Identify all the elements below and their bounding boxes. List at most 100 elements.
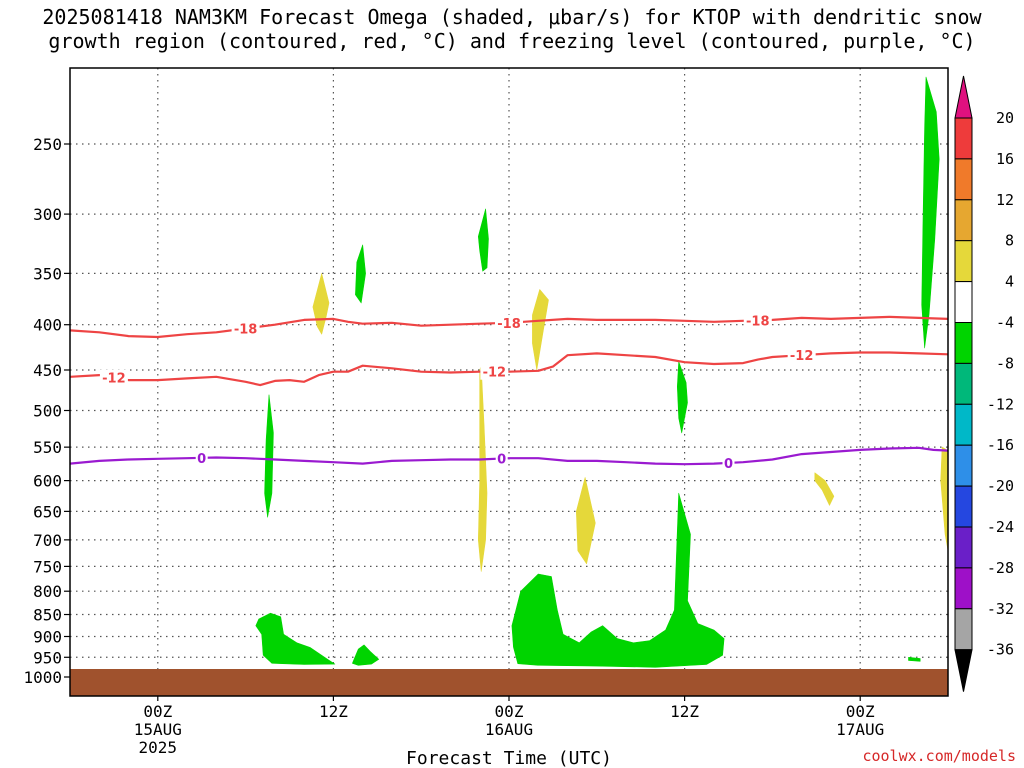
colorbar-segment — [954, 322, 973, 364]
contour-label-bg — [743, 312, 772, 329]
colorbar-label: -12 — [987, 395, 1014, 413]
colorbar-label: -16 — [987, 436, 1014, 454]
colorbar-segment — [954, 281, 973, 324]
omega-region — [355, 244, 366, 304]
omega-region — [921, 76, 940, 349]
ground-band — [70, 669, 948, 696]
contour-label-bg — [722, 454, 735, 471]
omega-region — [477, 365, 488, 572]
ground-surface — [70, 669, 948, 696]
colorbar-label: -24 — [987, 518, 1014, 536]
temperature-contours: -18 -18 -18 -12 -12 -12 0 0 0 — [70, 312, 948, 472]
y-tick-label: 450 — [33, 361, 62, 380]
contour-label: 0 — [497, 453, 506, 468]
y-tick-label: 600 — [33, 472, 62, 491]
omega-region — [908, 656, 921, 662]
contour-label: -12 — [790, 349, 814, 364]
x-tick-label: 12Z — [319, 702, 348, 721]
omega-region — [352, 644, 380, 666]
colorbar-segment — [954, 567, 973, 610]
contour-label: 0 — [724, 457, 733, 472]
x-tick-label: 17AUG — [836, 720, 884, 739]
omega-region — [511, 492, 725, 668]
contour-label-bg — [195, 449, 208, 466]
colorbar-label: 16 — [996, 150, 1014, 168]
contour-label: 0 — [197, 452, 206, 467]
colorbar-label: -28 — [987, 559, 1014, 577]
y-tick-label: 850 — [33, 606, 62, 625]
colorbar-segment — [954, 403, 973, 446]
grid-lines — [70, 68, 948, 669]
colorbar-label: 20 — [996, 109, 1014, 127]
omega-region — [264, 394, 274, 518]
x-tick-label: 2025 — [139, 738, 178, 757]
contour-label-bg — [787, 347, 816, 364]
y-tick-label: 900 — [33, 627, 62, 646]
colorbar-label: -20 — [987, 477, 1014, 495]
credit-text: coolwx.com/models — [862, 747, 1016, 765]
y-tick-label: 650 — [33, 502, 62, 521]
y-tick-label: 400 — [33, 316, 62, 335]
contour-label-bg — [495, 450, 508, 467]
omega-region — [575, 477, 596, 565]
colorbar-segment — [954, 199, 973, 242]
y-tick-label: 350 — [33, 264, 62, 283]
y-tick-label: 950 — [33, 648, 62, 667]
x-tick-label: 00Z — [846, 702, 875, 721]
omega-region — [255, 612, 336, 665]
omega-shading — [255, 76, 948, 668]
x-tick-label: 00Z — [495, 702, 524, 721]
chart-title-line-2: growth region (contoured, red, °C) and f… — [48, 29, 976, 53]
omega-region — [477, 208, 489, 272]
contour-label-bg — [231, 320, 260, 337]
colorbar-segment — [954, 526, 973, 569]
omega-region — [312, 273, 330, 335]
x-tick-label: 12Z — [670, 702, 699, 721]
chart-title-line-1: 2025081418 NAM3KM Forecast Omega (shaded… — [42, 5, 982, 29]
omega-region — [940, 446, 948, 552]
colorbar: 20 16 12 8 4 -4 -8 -12 -16 -20 -24 -28 -32 -36 — [954, 75, 1014, 692]
y-tick-label: 1000 — [23, 668, 62, 687]
colorbar-segment — [954, 608, 973, 651]
contour-label: -12 — [102, 372, 126, 387]
y-axis-ticks: 250 300 350 400 450 500 550 600 650 700 750 800 850 9… — [23, 135, 70, 687]
colorbar-label: -32 — [987, 600, 1014, 618]
y-tick-label: 750 — [33, 557, 62, 576]
colorbar-segment — [954, 444, 973, 487]
y-tick-label: 800 — [33, 582, 62, 601]
x-axis-label: Forecast Time (UTC) — [406, 748, 612, 768]
y-tick-label: 250 — [33, 135, 62, 154]
colorbar-label: -4 — [996, 314, 1014, 332]
colorbar-label: 12 — [996, 191, 1014, 209]
plot-frame — [69, 67, 949, 697]
contour-label: -12 — [483, 366, 507, 381]
contour-label: -18 — [497, 317, 521, 332]
colorbar-segment — [954, 240, 973, 283]
colorbar-segment — [954, 362, 973, 405]
colorbar-top-arrow — [954, 75, 973, 119]
contour-line — [70, 446, 948, 466]
contour-label: -18 — [234, 323, 258, 338]
contour-label-bg — [480, 363, 509, 380]
contour-label-bg — [495, 314, 523, 331]
contour-label-bg — [99, 369, 128, 386]
omega-region — [532, 289, 549, 371]
colorbar-label: -8 — [996, 354, 1014, 372]
contour-label: -18 — [746, 314, 770, 329]
x-tick-label: 16AUG — [485, 720, 533, 739]
colorbar-segment — [954, 485, 973, 528]
contour-line — [70, 315, 948, 339]
colorbar-label: -36 — [987, 641, 1014, 659]
contour-line — [70, 351, 948, 387]
y-tick-label: 500 — [33, 402, 62, 421]
omega-region — [814, 472, 835, 506]
x-tick-label: 00Z — [143, 702, 172, 721]
colorbar-segment — [954, 117, 973, 160]
y-tick-label: 700 — [33, 531, 62, 550]
x-tick-label: 15AUG — [134, 720, 182, 739]
omega-region — [676, 361, 688, 434]
colorbar-label: 4 — [1005, 273, 1014, 291]
colorbar-segment — [954, 158, 973, 201]
